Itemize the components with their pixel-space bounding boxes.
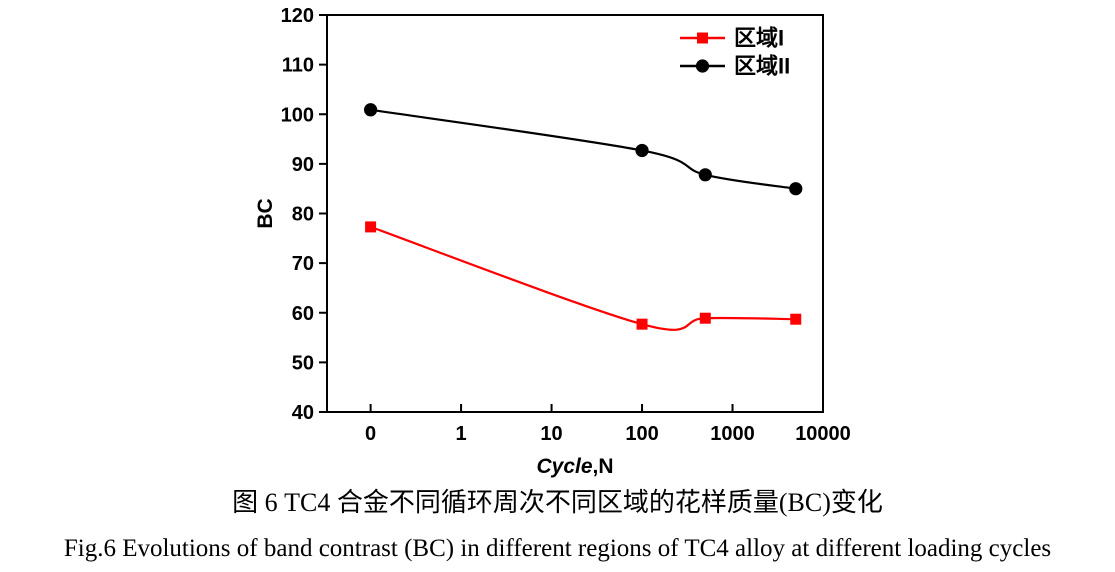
- legend-label-1: 区域I: [734, 26, 784, 51]
- legend-sample-marker: [695, 59, 710, 73]
- y-axis-title: BC: [254, 198, 277, 228]
- y-axis-tick-label: 120: [281, 5, 314, 27]
- series-2-data-point-marker: [789, 182, 803, 196]
- series-1-data-point-marker: [636, 318, 648, 330]
- y-axis-tick-label: 110: [282, 55, 314, 77]
- series-line-2: [370, 108, 796, 190]
- y-axis-tick-label: 40: [292, 402, 314, 424]
- caption-english: Fig.6 Evolutions of band contrast (BC) i…: [63, 535, 1052, 562]
- x-axis-tick-label: 1: [456, 423, 467, 445]
- series-line-1: [370, 225, 796, 331]
- series-1-data-point-marker: [365, 221, 377, 233]
- y-axis-tick-label: 60: [292, 303, 314, 325]
- legend-sample-marker: [697, 32, 708, 44]
- series-1-data-point-marker: [790, 313, 802, 325]
- legend-label-2: 区域II: [734, 54, 790, 79]
- x-axis-title: Cycle,N: [536, 455, 613, 478]
- series-2-data-point-marker: [635, 143, 649, 158]
- y-axis-tick-label: 80: [292, 204, 314, 226]
- y-axis-tick-label: 70: [292, 253, 314, 275]
- y-axis-tick-label: 50: [292, 352, 314, 374]
- y-axis-tick-label: 100: [281, 104, 314, 126]
- y-axis-tick-label: 90: [292, 154, 314, 176]
- x-axis-tick-label: 0: [365, 423, 376, 445]
- x-axis-tick-label: 100: [625, 423, 658, 445]
- x-axis-tick-label: 10: [540, 423, 562, 445]
- series-2-data-point-marker: [698, 168, 712, 182]
- series-1-data-point-marker: [699, 312, 711, 324]
- x-axis-tick-label: 1000: [710, 423, 755, 445]
- caption-chinese: 图 6 TC4 合金不同循环周次不同区域的花样质量(BC)变化: [232, 488, 883, 517]
- series-2-data-point-marker: [364, 103, 378, 117]
- x-axis-tick-label: 10000: [795, 423, 851, 445]
